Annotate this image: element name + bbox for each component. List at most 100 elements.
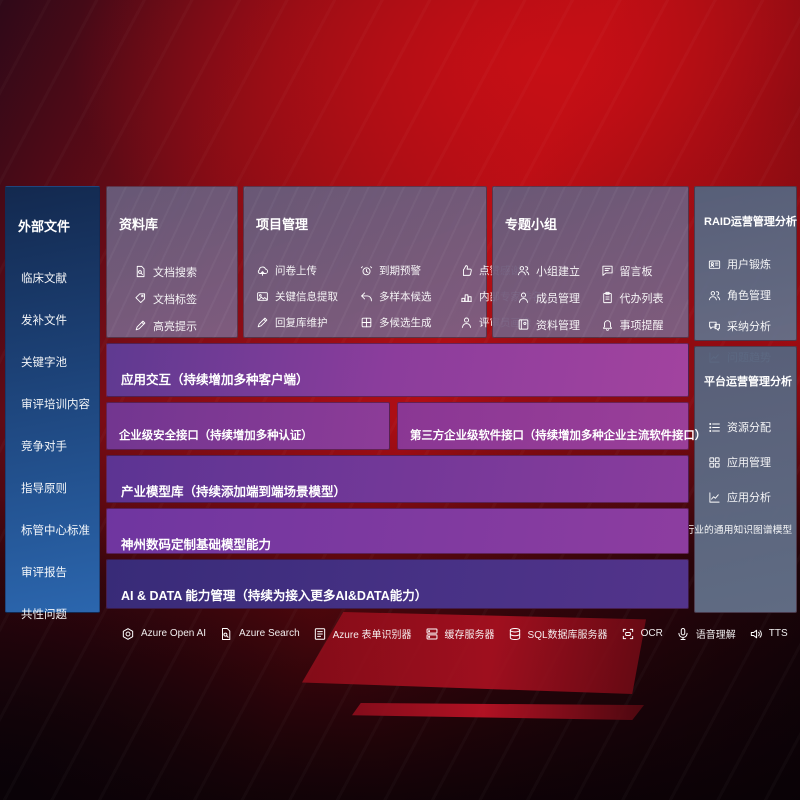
sidebar-item: 临床文献 [21, 257, 99, 299]
speech-icon [676, 627, 690, 641]
alarm-icon [360, 264, 373, 277]
item-label: 审评报告 [21, 566, 67, 579]
feature-item: TTS [749, 627, 788, 641]
item-label: 角色管理 [727, 290, 771, 303]
pen-icon [256, 316, 269, 329]
raid-analysis-panel: RAID运营管理分析 用户锻炼角色管理采纳分析问题趋势 [694, 186, 797, 364]
feature-item: 角色管理 [708, 287, 792, 303]
sidebar-item: 共性问题 [21, 593, 99, 635]
feature-item: 高亮提示 [134, 318, 229, 334]
item-label: 发补文件 [21, 314, 67, 327]
background-laptop-shape [302, 612, 646, 694]
item-label: 指导原则 [21, 482, 67, 495]
openai-icon [121, 627, 135, 641]
item-label: Azure Open AI [141, 628, 207, 640]
platform-analysis-list: 资源分配 应用管理 应用分析 [695, 407, 796, 505]
doc-search-icon [134, 265, 147, 278]
feature-item: 成员管理 [517, 290, 597, 306]
item-label: 留言板 [619, 265, 653, 278]
feature-item: 文档标签 [134, 291, 229, 307]
id-card-icon [708, 258, 721, 271]
app-interaction-row: 应用交互（持续增加多种客户端） H5Teams企业微信小程序公众号Web飘窗门户… [106, 343, 689, 425]
ai-data-capability-list: Azure Open AI Azure Search Azure 表单识别器 缓存服务… [107, 623, 788, 641]
item-label: 成员管理 [536, 292, 580, 305]
reviewer-icon [460, 316, 473, 329]
item-label: 多样本候选 [379, 290, 432, 303]
feature-item: 问卷上传 [256, 263, 356, 278]
external-files-list: 临床文献发补文件关键字池审评培训内容竞争对手指导原则标管中心标准 审评报告共性问题 [6, 257, 99, 635]
feature-item: 到期预警 [360, 263, 456, 278]
item-label: 到期预警 [379, 264, 421, 277]
item-label: 缓存服务器 [444, 630, 495, 642]
topic-group-title: 专题小组 [505, 217, 558, 233]
sidebar-item: 关键字池 [21, 341, 99, 383]
feature-item: 资源分配 [708, 419, 792, 435]
item-label: 高亮提示 [153, 320, 197, 333]
external-files-panel: 外部文件 临床文献发补文件关键字池审评培训内容竞争对手指导原则标管中心标准 审评报… [5, 186, 100, 621]
item-label: Azure 表单识别器 [332, 630, 412, 642]
sidebar-item: 审评报告 [21, 551, 99, 593]
sidebar-item: 竞争对手 [21, 425, 99, 467]
industry-model-title: 产业模型库（持续添加端到端场景模型） [121, 484, 347, 499]
third-party-interface-title: 第三方企业级软件接口（持续增加多种企业主流软件接口） [410, 430, 707, 443]
feature-item: 应用分析 [708, 489, 792, 505]
feature-item: SQL数据库服务器 [508, 626, 608, 641]
item-label: SQL数据库服务器 [527, 630, 608, 642]
bbs-icon [601, 264, 614, 277]
item-label: OCR [640, 628, 663, 640]
database-icon [508, 627, 522, 641]
item-label: 临床文献 [21, 272, 67, 285]
project-management-panel: 项目管理 问卷上传到期预警点赞感谢关键信息提取多样本候选内部专家排名回复库维护多… [243, 186, 542, 355]
tag-icon [134, 292, 147, 305]
data-library-title: 资料库 [119, 217, 159, 233]
highlighter-icon [134, 319, 147, 332]
feature-item: 资料管理 [517, 317, 597, 333]
feature-item: 代办列表 [601, 290, 681, 306]
feature-item: 小组建立 [517, 263, 597, 279]
puzzle-icon [360, 316, 373, 329]
item-label: 回复库维护 [275, 316, 328, 329]
item-label: 事项提醒 [619, 319, 664, 332]
platform-analysis-panel: 平台运营管理分析 资源分配 应用管理 应用分析 [694, 346, 797, 613]
feature-item: 留言板 [601, 263, 681, 279]
background-laptop-base-shape [352, 703, 644, 720]
ranking-icon [460, 290, 473, 303]
project-management-grid: 问卷上传到期预警点赞感谢关键信息提取多样本候选内部专家排名回复库维护多候选生成评… [244, 255, 542, 356]
member-icon [517, 291, 530, 304]
external-files-title: 外部文件 [18, 219, 71, 235]
form-icon [313, 627, 327, 641]
tts-icon [749, 627, 763, 641]
security-interface-row: 企业级安全接口（持续增加多种认证） AD/AAD本地账号组织定义 [106, 402, 390, 480]
cloud-upload-icon [256, 264, 269, 277]
item-label: 审评培训内容 [21, 398, 90, 411]
raid-analysis-title: RAID运营管理分析 [704, 215, 797, 228]
item-label: 多候选生成 [379, 316, 432, 329]
item-label: 采纳分析 [727, 321, 771, 334]
feature-item: Azure Open AI [121, 627, 206, 641]
item-label: 关键字池 [21, 356, 67, 369]
item-label: 问卷上传 [275, 264, 317, 277]
bell-icon [601, 318, 614, 331]
grid-icon [708, 456, 721, 469]
sidebar-item: 审评培训内容 [21, 383, 99, 425]
platform-analysis-title: 平台运营管理分析 [704, 375, 792, 388]
list-icon [708, 421, 721, 434]
item-label: 资料管理 [536, 319, 580, 332]
item-label: 应用分析 [727, 492, 771, 505]
third-party-interface-row: 第三方企业级软件接口（持续增加多种企业主流软件接口） API自动化设计器 [397, 402, 707, 480]
feature-item: 采纳分析 [708, 318, 792, 334]
role-icon [708, 289, 721, 302]
foundation-model-title: 神州数码定制基础模型能力 [121, 537, 272, 552]
ai-data-capability-title: AI & DATA 能力管理（持续为接入更多AI&DATA能力） [121, 588, 428, 603]
feature-item: 缓存服务器 [425, 626, 495, 641]
item-label: 标管中心标准 [21, 524, 90, 537]
foundation-model-row: 神州数码定制基础模型能力 机器翻译关键实体摘要对话内容合成 [106, 508, 689, 590]
feature-item: 多样本候选 [360, 289, 456, 304]
feature-item: 事项提醒 [601, 317, 681, 333]
item-label: 文档标签 [153, 293, 197, 306]
feature-item: Azure Search [219, 627, 300, 641]
item-label: Azure Search [239, 628, 300, 640]
sidebar-item: 标管中心标准 [21, 509, 99, 551]
feature-item: Azure 表单识别器 [313, 626, 412, 641]
feature-item: 用户锻炼 [708, 256, 792, 272]
